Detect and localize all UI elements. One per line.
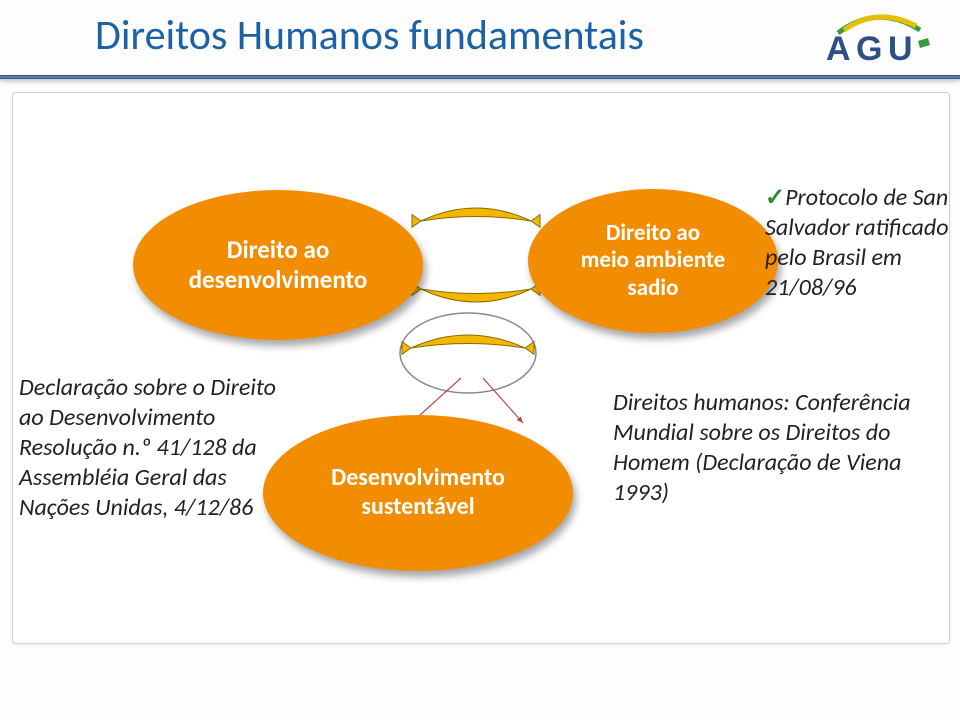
svg-text:G: G (856, 30, 882, 68)
right-top-note: ✓Protocolo de San Salvador ratificado pe… (765, 183, 955, 303)
right-bot-note: Direitos humanos: Conferência Mundial so… (613, 388, 953, 508)
ellipse-development: Direito aodesenvolvimento (133, 190, 423, 340)
svg-text:A: A (826, 30, 851, 68)
ellipse-environment: Direito aomeio ambientesadio (528, 189, 778, 333)
left-note: Declaração sobre o Direito ao Desenvolvi… (19, 373, 279, 523)
content-box: Direito aodesenvolvimento Direito aomeio… (12, 92, 950, 644)
logo: A G U (818, 8, 938, 68)
slide: Direitos Humanos fundamentais A G U Dire… (0, 0, 960, 720)
svg-text:U: U (888, 30, 913, 68)
page-title: Direitos Humanos fundamentais (95, 10, 644, 61)
ellipse-sustainable: Desenvolvimentosustentável (263, 415, 573, 571)
right-top-text: Protocolo de San Salvador ratificado pel… (765, 183, 949, 302)
header-bar (0, 75, 960, 79)
